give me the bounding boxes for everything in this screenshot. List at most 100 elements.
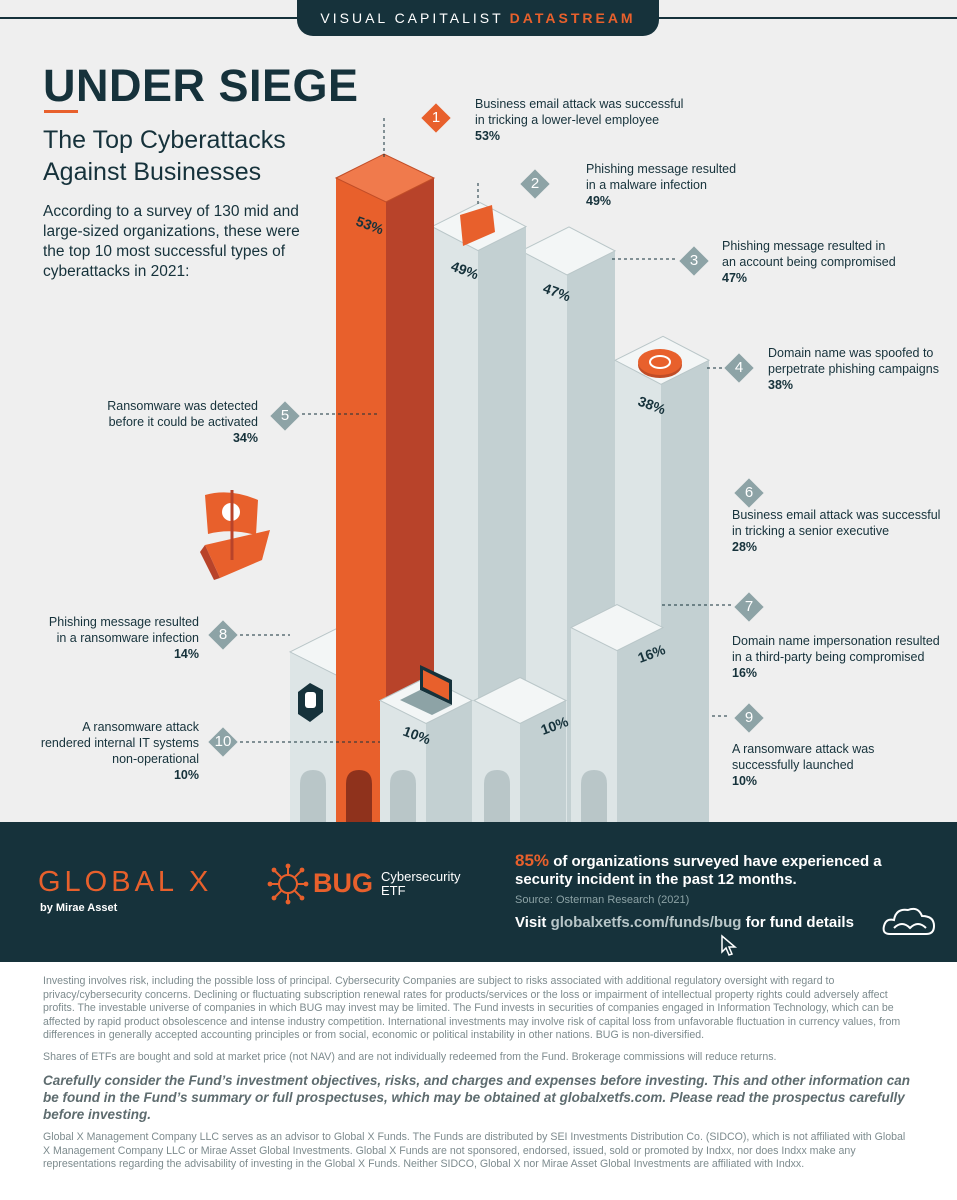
callout-label: Phishing message resulted in an account b… bbox=[722, 238, 922, 286]
callout-label: Phishing message resulted in a malware in… bbox=[586, 161, 786, 209]
disclaimer-prospectus: Carefully consider the Fund’s investment… bbox=[43, 1073, 910, 1122]
callout-text: A ransomware attack bbox=[82, 720, 199, 734]
source-note: Source: Osterman Research (2021) bbox=[515, 894, 690, 906]
rank-badge: 10 bbox=[208, 727, 238, 757]
tower-left-face bbox=[521, 250, 567, 822]
callout-value: 14% bbox=[173, 647, 199, 661]
callout-value: 38% bbox=[768, 378, 794, 392]
rank-number: 2 bbox=[530, 175, 540, 192]
chart-panel: VISUAL CAPITALIST DATASTREAM 28%47%34%38… bbox=[0, 0, 957, 822]
banner-publisher: VISUAL CAPITALIST bbox=[320, 10, 504, 26]
callout-value: 28% bbox=[732, 540, 758, 554]
tower-arch bbox=[346, 770, 372, 822]
rank-number: 1 bbox=[431, 109, 441, 126]
visit-url[interactable]: globalxetfs.com/funds/bug bbox=[550, 914, 742, 931]
tower-bar: 10% bbox=[472, 676, 571, 822]
rank-badge: 8 bbox=[208, 620, 238, 650]
callout-text: Business email attack was successful bbox=[475, 97, 684, 111]
callout-text: perpetrate phishing campaigns bbox=[768, 362, 939, 376]
tower-bar: 16% bbox=[569, 604, 668, 822]
callout-text: Domain name was spoofed to bbox=[768, 346, 934, 360]
callout-text: Ransomware was detected bbox=[107, 399, 258, 413]
callout-value: 47% bbox=[722, 271, 748, 285]
rank-badge: 4 bbox=[724, 353, 754, 383]
tower-top-face bbox=[569, 604, 665, 652]
tower-bar: 53% bbox=[334, 153, 436, 822]
subtitle-line-2: Against Businesses bbox=[43, 158, 262, 186]
title-rule bbox=[44, 110, 78, 113]
callout-value: 10% bbox=[173, 768, 199, 782]
rank-number: 4 bbox=[734, 359, 744, 376]
global-x-logo[interactable]: GLOBAL X bbox=[38, 866, 213, 898]
tower-right-face bbox=[520, 700, 566, 822]
rank-number: 10 bbox=[214, 733, 232, 750]
envelope-icon bbox=[460, 205, 495, 246]
bug-descriptor-line-2: ETF bbox=[381, 883, 406, 898]
callout-label: A ransomware attack was successfully laun… bbox=[732, 741, 932, 789]
tower-top-face bbox=[519, 226, 617, 276]
banner-rule-left bbox=[0, 17, 300, 19]
tower-top-face bbox=[472, 676, 568, 725]
banner-bar: VISUAL CAPITALIST DATASTREAM bbox=[0, 0, 957, 38]
rank-badge: 7 bbox=[734, 592, 764, 622]
callout-label: Phishing message resulted in a ransomware… bbox=[20, 614, 199, 662]
bug-ticker[interactable]: BUG bbox=[313, 868, 373, 898]
callout-label: Domain name impersonation resulted in a t… bbox=[732, 633, 947, 681]
callout-text: non-operational bbox=[112, 752, 199, 766]
bug-descriptor: Cybersecurity ETF bbox=[381, 870, 460, 898]
callout-label: Business email attack was successful in t… bbox=[732, 507, 947, 555]
callout-text: successfully launched bbox=[732, 758, 854, 772]
callout-text: Phishing message resulted bbox=[48, 615, 199, 629]
disclaimer-etf-shares: Shares of ETFs are bought and sold at ma… bbox=[43, 1050, 777, 1063]
callout-label: A ransomware attack rendered internal IT … bbox=[20, 719, 199, 783]
fingerprint-icon bbox=[638, 349, 682, 378]
survey-stat-text: of organizations surveyed have experienc… bbox=[515, 853, 882, 888]
callout-text: in a third-party being compromised bbox=[732, 650, 925, 664]
callout-value: 49% bbox=[586, 194, 612, 208]
callout-text: Phishing message resulted in bbox=[722, 239, 886, 253]
callout-text: an account being compromised bbox=[722, 255, 896, 269]
callout-text: in a ransomware infection bbox=[56, 631, 199, 645]
callout-text: Domain name impersonation resulted bbox=[732, 634, 940, 648]
tower-left-face bbox=[432, 226, 478, 822]
rank-number: 6 bbox=[744, 484, 754, 501]
tower-right-face bbox=[426, 700, 472, 822]
callout-text: before it could be activated bbox=[108, 415, 258, 429]
tower-chart: 28%47%34%38%16%49%14%53%10%10% bbox=[200, 118, 733, 822]
page-title: UNDER SIEGE bbox=[43, 60, 359, 111]
cloud-logo-icon bbox=[882, 907, 936, 935]
survey-stat: 85% of organizations surveyed have exper… bbox=[515, 852, 885, 889]
tower-arch bbox=[390, 770, 416, 822]
visit-prefix: Visit bbox=[515, 914, 551, 931]
hand-stop-icon bbox=[298, 683, 323, 722]
callout-label: Ransomware was detected before it could b… bbox=[20, 398, 258, 446]
callout-label: Business email attack was successful in t… bbox=[475, 96, 715, 144]
rank-number: 3 bbox=[689, 252, 699, 269]
chip-icon bbox=[267, 863, 309, 905]
intro-text: According to a survey of 130 mid and lar… bbox=[43, 203, 300, 280]
rank-number: 5 bbox=[280, 407, 290, 424]
rank-number: 7 bbox=[744, 598, 754, 615]
survey-stat-value: 85% bbox=[515, 851, 550, 870]
tower-left-face bbox=[336, 178, 386, 822]
cursor-icon bbox=[721, 934, 738, 956]
visit-link[interactable]: Visit globalxetfs.com/funds/bug for fund… bbox=[515, 914, 854, 931]
rank-badge: 3 bbox=[679, 246, 709, 276]
callout-text: in a malware infection bbox=[586, 178, 707, 192]
callout-text: A ransomware attack was bbox=[732, 742, 875, 756]
rank-number: 9 bbox=[744, 709, 754, 726]
callout-text: in tricking a lower-level employee bbox=[475, 113, 660, 127]
callout-text: in tricking a senior executive bbox=[732, 524, 890, 538]
laptop-icon bbox=[400, 665, 452, 715]
callout-value: 10% bbox=[732, 774, 758, 788]
callout-label: Domain name was spoofed to perpetrate phi… bbox=[768, 345, 953, 393]
callout-text: Phishing message resulted bbox=[586, 162, 737, 176]
tower-left-face bbox=[571, 627, 617, 822]
subtitle-line-1: The Top Cyberattacks bbox=[43, 126, 286, 154]
tower-arch bbox=[484, 770, 510, 822]
disclaimer-distributor: Global X Management Company LLC serves a… bbox=[43, 1131, 906, 1170]
callout-value: 53% bbox=[475, 129, 501, 143]
visit-suffix: for fund details bbox=[741, 914, 854, 931]
rank-badge: 1 bbox=[421, 103, 451, 133]
